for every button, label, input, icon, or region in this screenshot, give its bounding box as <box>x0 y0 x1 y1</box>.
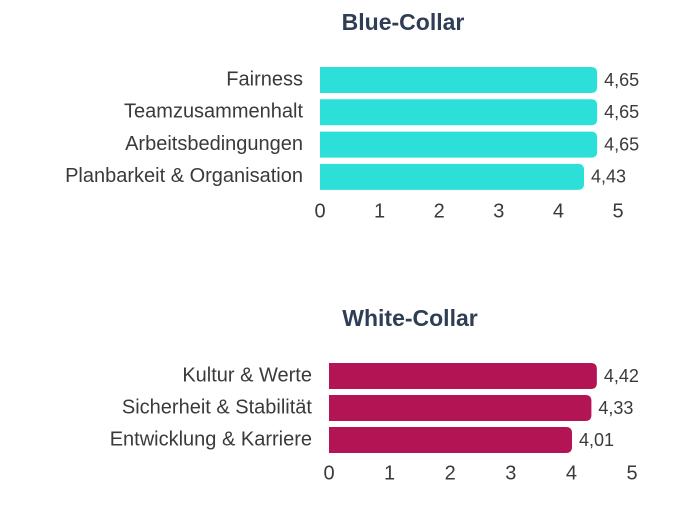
category-label: Teamzusammenhalt <box>124 101 303 123</box>
category-label: Arbeitsbedingungen <box>125 133 303 155</box>
bar <box>320 67 598 93</box>
category-label: Fairness <box>226 68 303 90</box>
chart-title: Blue-Collar <box>342 9 465 35</box>
x-tick-label: 0 <box>323 462 334 484</box>
bar <box>320 131 598 158</box>
x-tick-label: 4 <box>566 462 577 484</box>
x-tick-label: 3 <box>493 200 504 222</box>
value-label: 4,01 <box>579 430 614 450</box>
value-label: 4,65 <box>604 134 639 154</box>
x-tick-label: 1 <box>374 200 385 222</box>
category-label: Planbarkeit & Organisation <box>65 165 303 187</box>
x-tick-label: 4 <box>553 200 564 222</box>
x-tick-label: 0 <box>314 200 325 222</box>
x-tick-label: 2 <box>445 462 456 484</box>
category-label: Entwicklung & Karriere <box>110 428 312 450</box>
bar <box>329 395 592 421</box>
x-tick-label: 3 <box>505 462 516 484</box>
value-label: 4,65 <box>604 70 639 90</box>
bar <box>320 99 598 126</box>
value-label: 4,33 <box>598 398 633 418</box>
value-label: 4,65 <box>604 102 639 122</box>
bar <box>320 163 585 190</box>
bar <box>329 363 597 389</box>
category-label: Sicherheit & Stabilität <box>122 396 313 418</box>
x-tick-label: 1 <box>384 462 395 484</box>
value-label: 4,42 <box>604 366 639 386</box>
value-label: 4,43 <box>591 167 626 187</box>
chart-title: White-Collar <box>342 305 477 331</box>
x-tick-label: 5 <box>626 462 637 484</box>
bar <box>329 427 573 453</box>
x-tick-label: 2 <box>434 200 445 222</box>
x-tick-label: 5 <box>612 200 623 222</box>
category-label: Kultur & Werte <box>182 364 312 386</box>
